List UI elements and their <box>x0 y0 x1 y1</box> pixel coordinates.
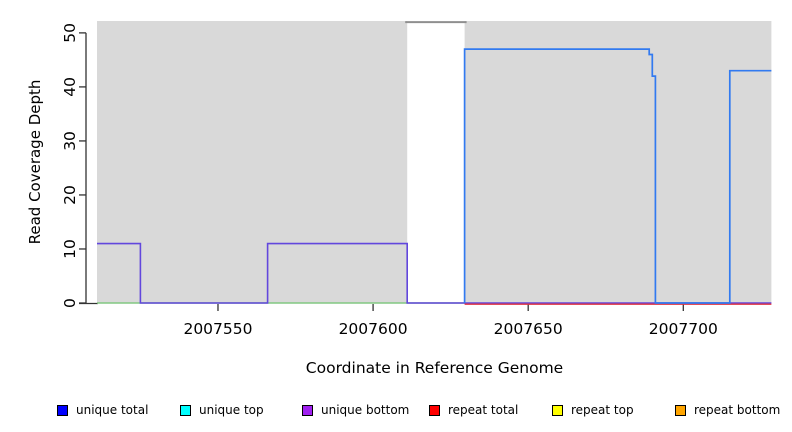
y-axis-title: Read Coverage Depth <box>26 79 44 245</box>
svg-text:0: 0 <box>61 298 79 308</box>
svg-text:20: 20 <box>61 185 79 205</box>
svg-text:30: 30 <box>61 131 79 151</box>
svg-text:2007600: 2007600 <box>339 320 408 338</box>
svg-text:2007550: 2007550 <box>183 320 252 338</box>
svg-text:10: 10 <box>61 239 79 259</box>
svg-text:2007650: 2007650 <box>494 320 563 338</box>
svg-text:40: 40 <box>61 77 79 97</box>
x-axis-title: Coordinate in Reference Genome <box>305 359 564 377</box>
svg-text:2007700: 2007700 <box>649 320 718 338</box>
svg-text:50: 50 <box>61 23 79 43</box>
